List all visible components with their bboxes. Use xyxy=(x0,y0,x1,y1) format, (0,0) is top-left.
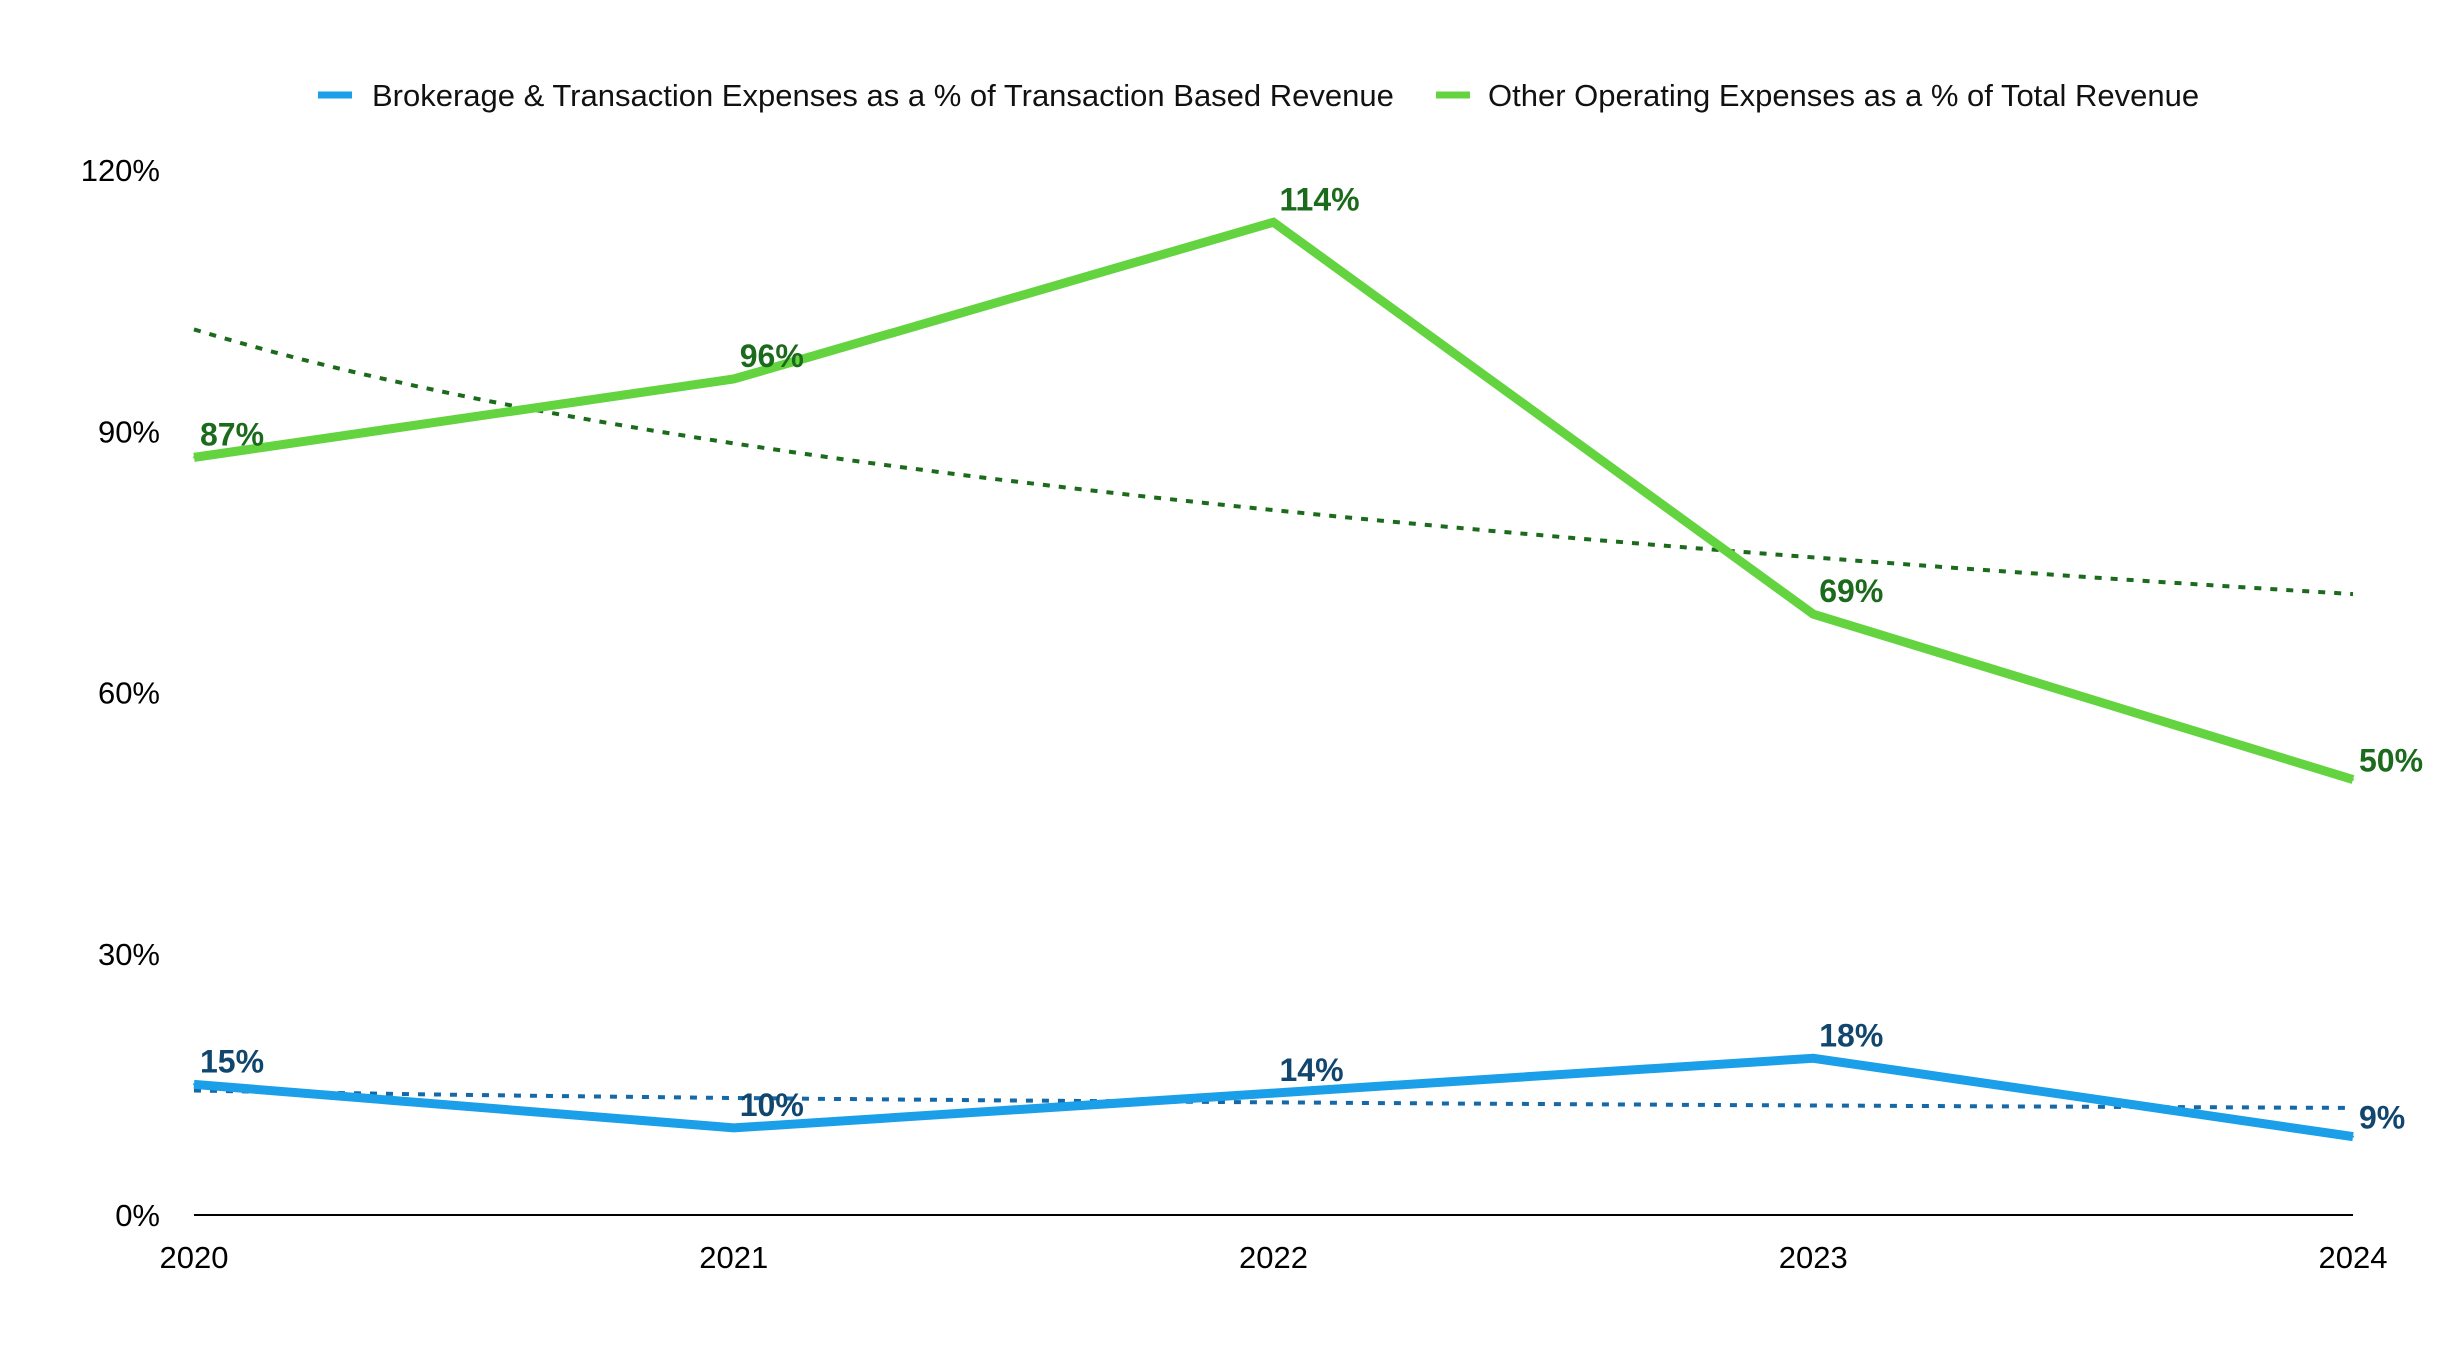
data-point xyxy=(2352,778,2354,781)
data-label: 15% xyxy=(200,1043,264,1079)
data-label: 50% xyxy=(2359,743,2423,779)
data-point xyxy=(1272,221,1275,224)
x-tick-label: 2021 xyxy=(699,1240,768,1275)
data-label: 87% xyxy=(200,416,264,452)
x-tick-label: 2020 xyxy=(160,1240,229,1275)
legend-label-other-operating: Other Operating Expenses as a % of Total… xyxy=(1488,78,2199,113)
legend-label-brokerage: Brokerage & Transaction Expenses as a % … xyxy=(372,78,1394,113)
data-label: 96% xyxy=(740,338,804,374)
data-point xyxy=(732,1126,735,1129)
trendline xyxy=(193,327,2354,597)
data-point xyxy=(193,1083,195,1086)
x-tick-label: 2023 xyxy=(1779,1240,1848,1275)
data-labels: 15% 10% 14% 18% 9% 87% 96% 114% 69% 50% xyxy=(200,181,2423,1135)
data-label: 114% xyxy=(1280,181,1360,217)
series-lines xyxy=(193,217,2355,1142)
data-point xyxy=(2352,1135,2354,1138)
x-axis: 2020 2021 2022 2023 2024 xyxy=(160,1214,2388,1275)
data-label: 9% xyxy=(2359,1100,2405,1136)
x-tick-label: 2022 xyxy=(1239,1240,1308,1275)
data-label: 69% xyxy=(1819,573,1883,609)
y-tick-label: 30% xyxy=(98,937,160,972)
y-tick-label: 120% xyxy=(81,153,160,188)
y-tick-label: 0% xyxy=(115,1198,160,1233)
trendlines xyxy=(193,327,2354,1110)
series-line xyxy=(193,217,2355,784)
data-point xyxy=(1812,613,1815,616)
data-label: 14% xyxy=(1280,1052,1344,1088)
data-label: 18% xyxy=(1819,1017,1883,1053)
y-axis: 0% 30% 60% 90% 120% xyxy=(81,153,160,1233)
y-tick-label: 90% xyxy=(98,414,160,449)
x-tick-label: 2024 xyxy=(2319,1240,2388,1275)
data-point xyxy=(732,378,735,380)
data-point xyxy=(1812,1057,1815,1060)
data-label: 10% xyxy=(740,1087,804,1123)
legend: Brokerage & Transaction Expenses as a % … xyxy=(318,78,2199,113)
data-point xyxy=(1272,1092,1275,1095)
data-point xyxy=(193,456,195,459)
y-tick-label: 60% xyxy=(98,676,160,711)
